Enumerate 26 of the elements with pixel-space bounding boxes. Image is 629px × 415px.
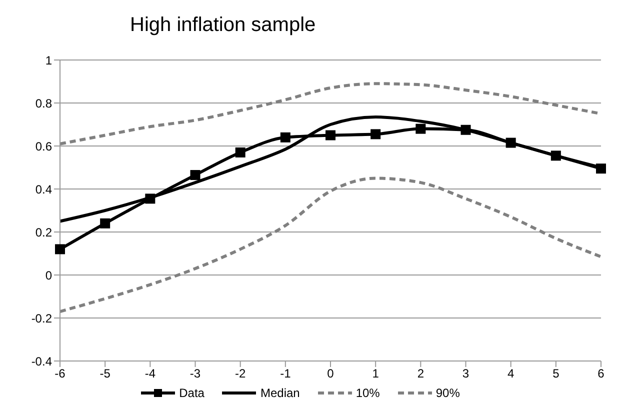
y-tick-label: 0.4 xyxy=(35,182,52,196)
x-tick-label: -3 xyxy=(190,366,201,381)
x-tick-label: -1 xyxy=(280,366,292,381)
y-tick-label: -0.2 xyxy=(31,311,52,326)
legend-label: 10% xyxy=(354,386,380,400)
x-tick-label: 6 xyxy=(598,366,605,381)
y-tick-label: 1 xyxy=(45,53,52,68)
legend-label: Data xyxy=(178,386,204,400)
y-tick-label: 0 xyxy=(45,268,52,282)
x-tick-label: -6 xyxy=(54,366,66,381)
legend-label: Median xyxy=(259,386,300,400)
x-tick-label: -4 xyxy=(144,366,156,381)
x-tick-label: -5 xyxy=(100,366,111,381)
x-tick-label: 2 xyxy=(417,366,424,381)
legend-label: 90% xyxy=(434,386,460,400)
x-tick-label: 1 xyxy=(372,366,380,381)
x-tick-label: 0 xyxy=(327,366,334,381)
y-tick-label: 0.8 xyxy=(35,96,52,110)
y-tick-label: 0.2 xyxy=(35,225,52,240)
y-tick-label: 0.6 xyxy=(35,139,52,154)
chart-title: High inflation sample xyxy=(129,13,317,38)
x-tick-label: 5 xyxy=(552,366,560,381)
x-tick-label: -2 xyxy=(234,366,246,381)
x-tick-label: 4 xyxy=(507,366,514,381)
y-tick-label: -0.4 xyxy=(31,354,52,368)
x-tick-label: 3 xyxy=(462,366,470,381)
